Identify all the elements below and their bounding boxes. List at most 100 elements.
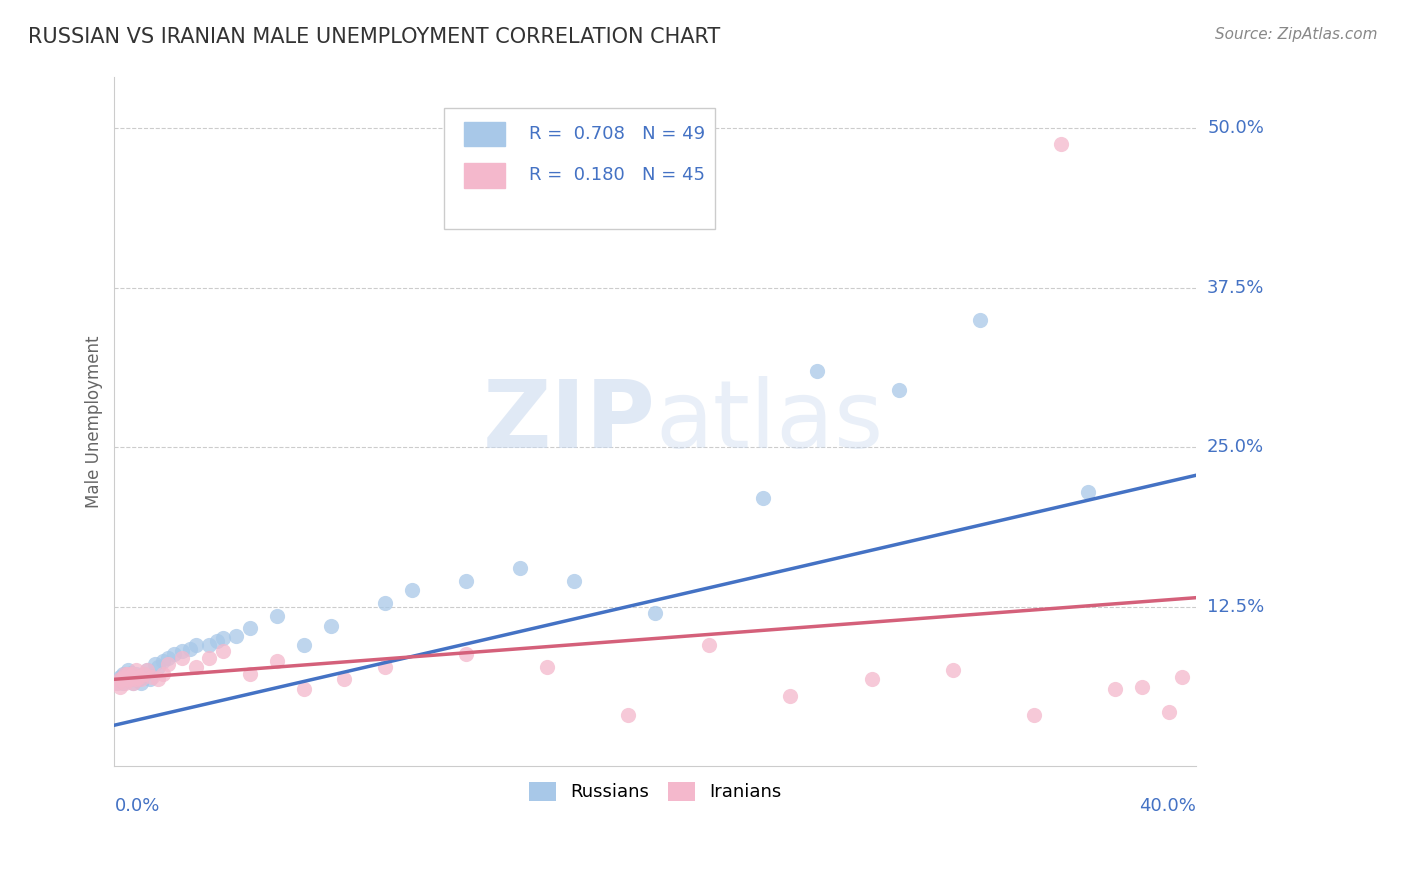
Point: [374, 659, 396, 673]
Point: [114, 667, 136, 681]
Text: RUSSIAN VS IRANIAN MALE UNEMPLOYMENT CORRELATION CHART: RUSSIAN VS IRANIAN MALE UNEMPLOYMENT COR…: [28, 27, 720, 46]
Text: 37.5%: 37.5%: [1208, 279, 1264, 297]
Text: 12.5%: 12.5%: [1208, 598, 1264, 615]
Point: [942, 664, 965, 678]
Point: [292, 638, 315, 652]
Point: [454, 647, 477, 661]
Point: [122, 676, 145, 690]
Point: [1077, 484, 1099, 499]
Text: ZIP: ZIP: [482, 376, 655, 467]
Point: [198, 650, 221, 665]
Point: [152, 667, 174, 681]
Point: [211, 644, 233, 658]
Point: [1104, 682, 1126, 697]
Point: [111, 676, 134, 690]
Point: [211, 632, 233, 646]
Point: [125, 670, 148, 684]
Point: [157, 650, 180, 665]
Point: [617, 708, 640, 723]
Point: [1049, 136, 1071, 151]
Point: [105, 676, 128, 690]
Point: [108, 670, 131, 684]
Point: [108, 673, 131, 687]
Point: [374, 596, 396, 610]
Point: [292, 682, 315, 697]
Point: [117, 673, 139, 687]
Point: [111, 673, 134, 687]
Point: [120, 670, 142, 684]
FancyBboxPatch shape: [464, 163, 505, 187]
Text: atlas: atlas: [655, 376, 883, 467]
Point: [401, 582, 423, 597]
Point: [319, 619, 342, 633]
Point: [225, 629, 247, 643]
Point: [1022, 708, 1045, 723]
Point: [562, 574, 585, 588]
Text: Source: ZipAtlas.com: Source: ZipAtlas.com: [1215, 27, 1378, 42]
Point: [131, 673, 153, 687]
Point: [131, 676, 153, 690]
Point: [114, 670, 136, 684]
Point: [122, 667, 145, 681]
Point: [135, 664, 157, 678]
Point: [128, 670, 150, 684]
Text: 50.0%: 50.0%: [1208, 120, 1264, 137]
Point: [266, 655, 288, 669]
Point: [536, 659, 558, 673]
Point: [198, 638, 221, 652]
Point: [125, 667, 148, 681]
Point: [108, 680, 131, 694]
Point: [108, 673, 131, 687]
Point: [120, 665, 142, 680]
Point: [170, 644, 193, 658]
Text: 25.0%: 25.0%: [1208, 438, 1264, 456]
Point: [114, 676, 136, 690]
Point: [131, 670, 153, 684]
Point: [239, 621, 262, 635]
Text: R =  0.180   N = 45: R = 0.180 N = 45: [529, 166, 704, 185]
Point: [697, 638, 720, 652]
Point: [806, 364, 828, 378]
Text: 40.0%: 40.0%: [1139, 797, 1197, 814]
Point: [170, 650, 193, 665]
Point: [125, 673, 148, 687]
Point: [146, 673, 169, 687]
Point: [333, 673, 356, 687]
Point: [184, 659, 207, 673]
Point: [111, 673, 134, 687]
Point: [141, 670, 163, 684]
FancyBboxPatch shape: [464, 121, 505, 146]
Point: [122, 676, 145, 690]
Point: [205, 634, 228, 648]
Point: [509, 561, 531, 575]
Point: [152, 655, 174, 669]
Point: [117, 664, 139, 678]
Point: [644, 606, 666, 620]
Text: R =  0.708   N = 49: R = 0.708 N = 49: [529, 125, 704, 143]
Point: [184, 638, 207, 652]
Point: [111, 670, 134, 684]
Point: [111, 667, 134, 681]
Point: [117, 673, 139, 687]
Point: [135, 664, 157, 678]
Point: [138, 673, 160, 687]
Point: [179, 641, 201, 656]
Point: [120, 673, 142, 687]
Point: [969, 312, 991, 326]
Point: [134, 667, 156, 681]
Point: [157, 657, 180, 671]
Point: [120, 670, 142, 684]
Point: [266, 608, 288, 623]
Y-axis label: Male Unemployment: Male Unemployment: [86, 335, 103, 508]
Point: [454, 574, 477, 588]
Point: [125, 664, 148, 678]
Point: [1157, 706, 1180, 720]
Point: [114, 667, 136, 681]
Point: [128, 673, 150, 687]
Text: 0.0%: 0.0%: [114, 797, 160, 814]
Point: [1130, 680, 1153, 694]
Point: [779, 689, 801, 703]
Legend: Russians, Iranians: Russians, Iranians: [522, 775, 789, 809]
Point: [146, 659, 169, 673]
FancyBboxPatch shape: [444, 109, 714, 229]
